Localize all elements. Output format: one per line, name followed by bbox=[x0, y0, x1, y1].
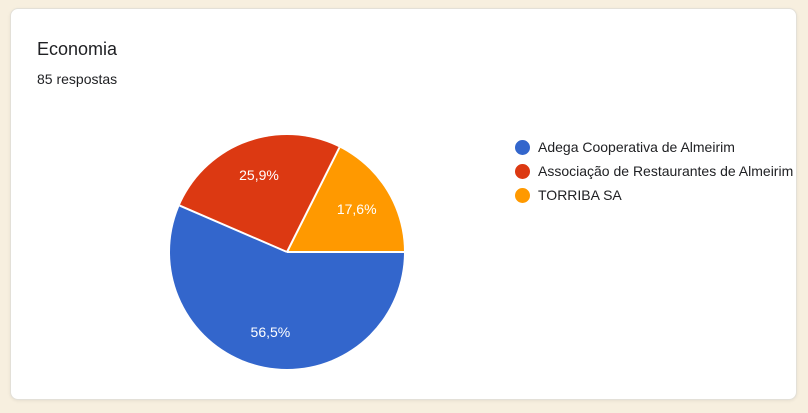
legend-label: TORRIBA SA bbox=[538, 187, 622, 203]
response-count: 85 respostas bbox=[37, 71, 118, 87]
legend-color-dot-icon bbox=[515, 188, 530, 203]
legend-color-dot-icon bbox=[515, 140, 530, 155]
slice-percent-label: 25,9% bbox=[239, 167, 279, 184]
chart-legend: Adega Cooperativa de Almeirim Associação … bbox=[515, 137, 800, 209]
legend-color-dot-icon bbox=[515, 164, 530, 179]
legend-item: TORRIBA SA bbox=[515, 185, 800, 205]
legend-item: Adega Cooperativa de Almeirim bbox=[515, 137, 800, 157]
slice-percent-label: 56,5% bbox=[250, 324, 291, 341]
chart-card: Economia 85 respostas 56,5% 25,9% 17,6% Ad… bbox=[10, 8, 797, 400]
chart-title: Economia bbox=[37, 39, 118, 59]
pie-chart[interactable]: 56,5% 25,9% 17,6% bbox=[170, 135, 404, 369]
legend-item: Associação de Restaurantes de Almeirim bbox=[515, 161, 800, 181]
slice-divider bbox=[179, 204, 288, 253]
slice-divider bbox=[286, 146, 341, 253]
slice-divider bbox=[287, 251, 404, 253]
legend-label: Associação de Restaurantes de Almeirim bbox=[538, 163, 794, 179]
legend-label: Adega Cooperativa de Almeirim bbox=[538, 139, 735, 155]
slice-percent-label: 17,6% bbox=[336, 200, 377, 217]
